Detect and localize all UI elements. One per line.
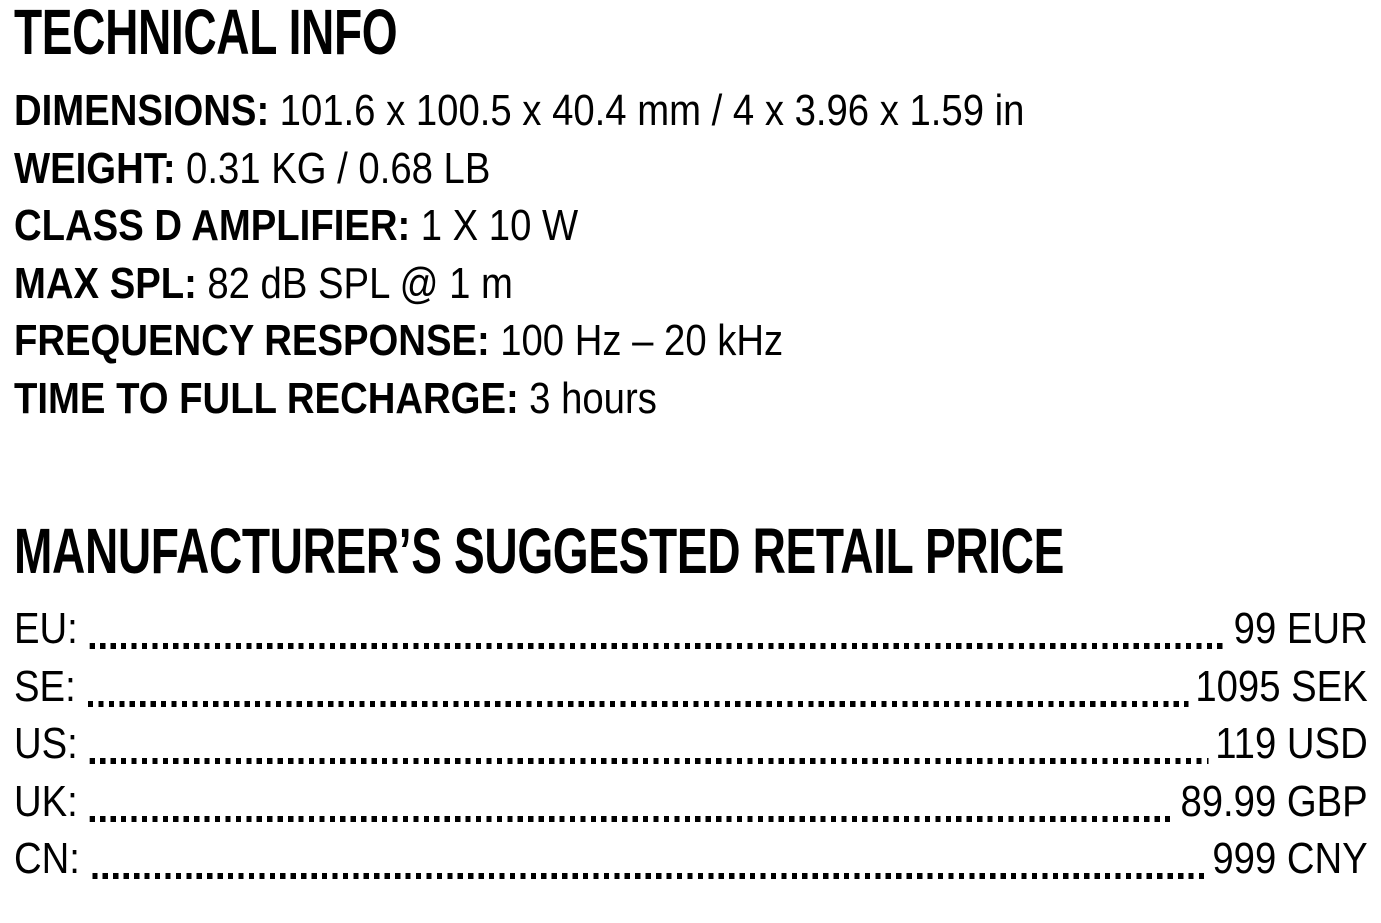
price-region: CN: [14, 834, 80, 883]
spec-label: TIME TO FULL RECHARGE: [14, 373, 519, 423]
spec-sheet: TECHNICAL INFO DIMENSIONS: 101.6 x 100.5 … [14, 0, 1368, 888]
technical-info-title: TECHNICAL INFO [14, 0, 398, 68]
price-region: EU: [14, 604, 78, 653]
spec-value: 100 Hz – 20 kHz [500, 316, 784, 365]
dot-leader [90, 758, 1209, 764]
price-region: UK: [14, 776, 78, 826]
spec-value: 101.6 x 100.5 x 40.4 mm / 4 x 3.96 x 1.5… [279, 86, 1025, 135]
price-value: 99 EUR [1233, 604, 1368, 653]
msrp-title: MANUFACTURER’S SUGGESTED RETAIL PRICE [14, 515, 1065, 587]
dot-leader [90, 815, 1174, 822]
price-value: 89.99 GBP [1180, 776, 1368, 826]
price-row: UK: 89.99 GBP [14, 773, 1368, 831]
dot-leader [87, 700, 1189, 707]
spec-row: DIMENSIONS: 101.6 x 100.5 x 40.4 mm / 4 x… [14, 82, 1192, 140]
spec-row: MAX SPL: 82 dB SPL @ 1 m [14, 255, 1192, 313]
dot-leader [92, 873, 1206, 879]
price-row: EU: 99 EUR [14, 600, 1368, 658]
spec-value: 3 hours [529, 373, 657, 423]
spec-row: FREQUENCY RESPONSE: 100 Hz – 20 kHz [14, 312, 1192, 370]
spec-row: CLASS D AMPLIFIER: 1 X 10 W [14, 197, 1192, 255]
price-region: US: [14, 719, 78, 768]
price-value: 119 USD [1215, 719, 1368, 768]
spec-label: DIMENSIONS: [14, 86, 270, 135]
spec-list: DIMENSIONS: 101.6 x 100.5 x 40.4 mm / 4 x… [14, 82, 1368, 427]
price-list: EU: 99 EUR SE: 1095 SEK US: 119 USD UK: … [14, 600, 1368, 888]
spec-value: 0.31 KG / 0.68 LB [186, 143, 491, 193]
spec-label: CLASS D AMPLIFIER: [14, 201, 411, 250]
price-value: 999 CNY [1212, 834, 1368, 883]
price-value: 1095 SEK [1195, 661, 1368, 711]
spec-value: 82 dB SPL @ 1 m [207, 258, 513, 308]
spec-row: WEIGHT: 0.31 KG / 0.68 LB [14, 140, 1192, 198]
spec-value: 1 X 10 W [420, 201, 579, 250]
price-row: CN: 999 CNY [14, 830, 1368, 888]
spec-row: TIME TO FULL RECHARGE: 3 hours [14, 370, 1192, 428]
spec-label: WEIGHT: [14, 143, 176, 193]
price-region: SE: [14, 661, 76, 711]
price-row: SE: 1095 SEK [14, 658, 1368, 716]
price-row: US: 119 USD [14, 715, 1368, 773]
dot-leader [90, 643, 1227, 649]
spec-label: FREQUENCY RESPONSE: [14, 316, 490, 365]
spec-label: MAX SPL: [14, 258, 197, 308]
